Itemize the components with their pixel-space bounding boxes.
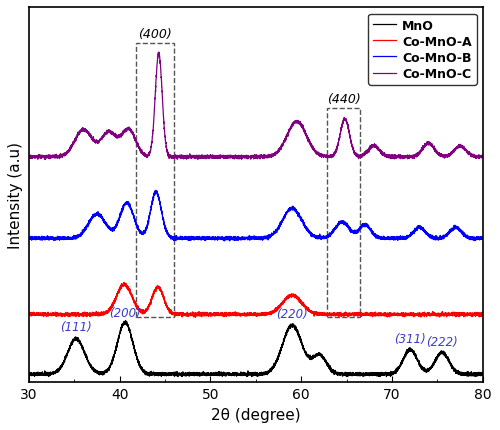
Co-MnO-A [476, 314, 482, 319]
MnO [26, 371, 32, 376]
MnO [230, 371, 235, 376]
Co-MnO-B [26, 235, 32, 240]
Text: (200): (200) [110, 307, 141, 319]
Text: (111): (111) [60, 321, 92, 334]
Text: (440): (440) [326, 93, 360, 106]
Line: Co-MnO-C: Co-MnO-C [29, 53, 483, 160]
MnO [122, 318, 128, 323]
Co-MnO-B [221, 239, 227, 244]
Line: Co-MnO-B: Co-MnO-B [29, 191, 483, 241]
Line: MnO: MnO [29, 321, 483, 377]
MnO [384, 374, 390, 379]
X-axis label: 2θ (degree): 2θ (degree) [211, 407, 300, 422]
Co-MnO-B [136, 229, 142, 234]
Co-MnO-A [134, 304, 140, 310]
Co-MnO-C [480, 154, 486, 160]
Co-MnO-A [26, 313, 32, 318]
Co-MnO-C [136, 146, 142, 151]
Co-MnO-C [26, 154, 32, 160]
Text: (220): (220) [276, 307, 308, 320]
Line: Co-MnO-A: Co-MnO-A [29, 283, 483, 318]
Co-MnO-C [476, 157, 482, 162]
Co-MnO-A [197, 312, 203, 317]
Legend: MnO, Co-MnO-A, Co-MnO-B, Co-MnO-C: MnO, Co-MnO-A, Co-MnO-B, Co-MnO-C [368, 15, 476, 86]
Co-MnO-C [230, 155, 235, 160]
Co-MnO-B [152, 188, 158, 194]
Text: (400): (400) [138, 28, 172, 41]
Co-MnO-B [197, 236, 203, 241]
Co-MnO-A [132, 299, 138, 304]
MnO [476, 371, 482, 376]
Co-MnO-B [480, 235, 486, 240]
Co-MnO-B [132, 217, 138, 222]
MnO [132, 347, 138, 352]
Co-MnO-A [121, 280, 127, 286]
Text: (222): (222) [426, 336, 458, 349]
Co-MnO-A [136, 307, 142, 312]
Co-MnO-A [192, 315, 198, 320]
Co-MnO-C [134, 141, 140, 146]
Bar [326, 109, 360, 317]
Co-MnO-A [480, 313, 486, 318]
MnO [136, 362, 142, 367]
Co-MnO-C [156, 50, 162, 55]
Y-axis label: Intensity (a.u): Intensity (a.u) [8, 142, 24, 249]
Text: (311): (311) [394, 332, 426, 345]
Co-MnO-C [42, 157, 48, 163]
Co-MnO-C [132, 136, 138, 141]
MnO [134, 353, 140, 359]
Co-MnO-B [230, 236, 235, 241]
Co-MnO-B [134, 222, 140, 227]
MnO [197, 371, 203, 376]
Co-MnO-C [197, 157, 203, 162]
Co-MnO-B [476, 236, 482, 241]
MnO [480, 373, 486, 378]
Bar [136, 44, 174, 317]
Co-MnO-A [230, 312, 235, 317]
